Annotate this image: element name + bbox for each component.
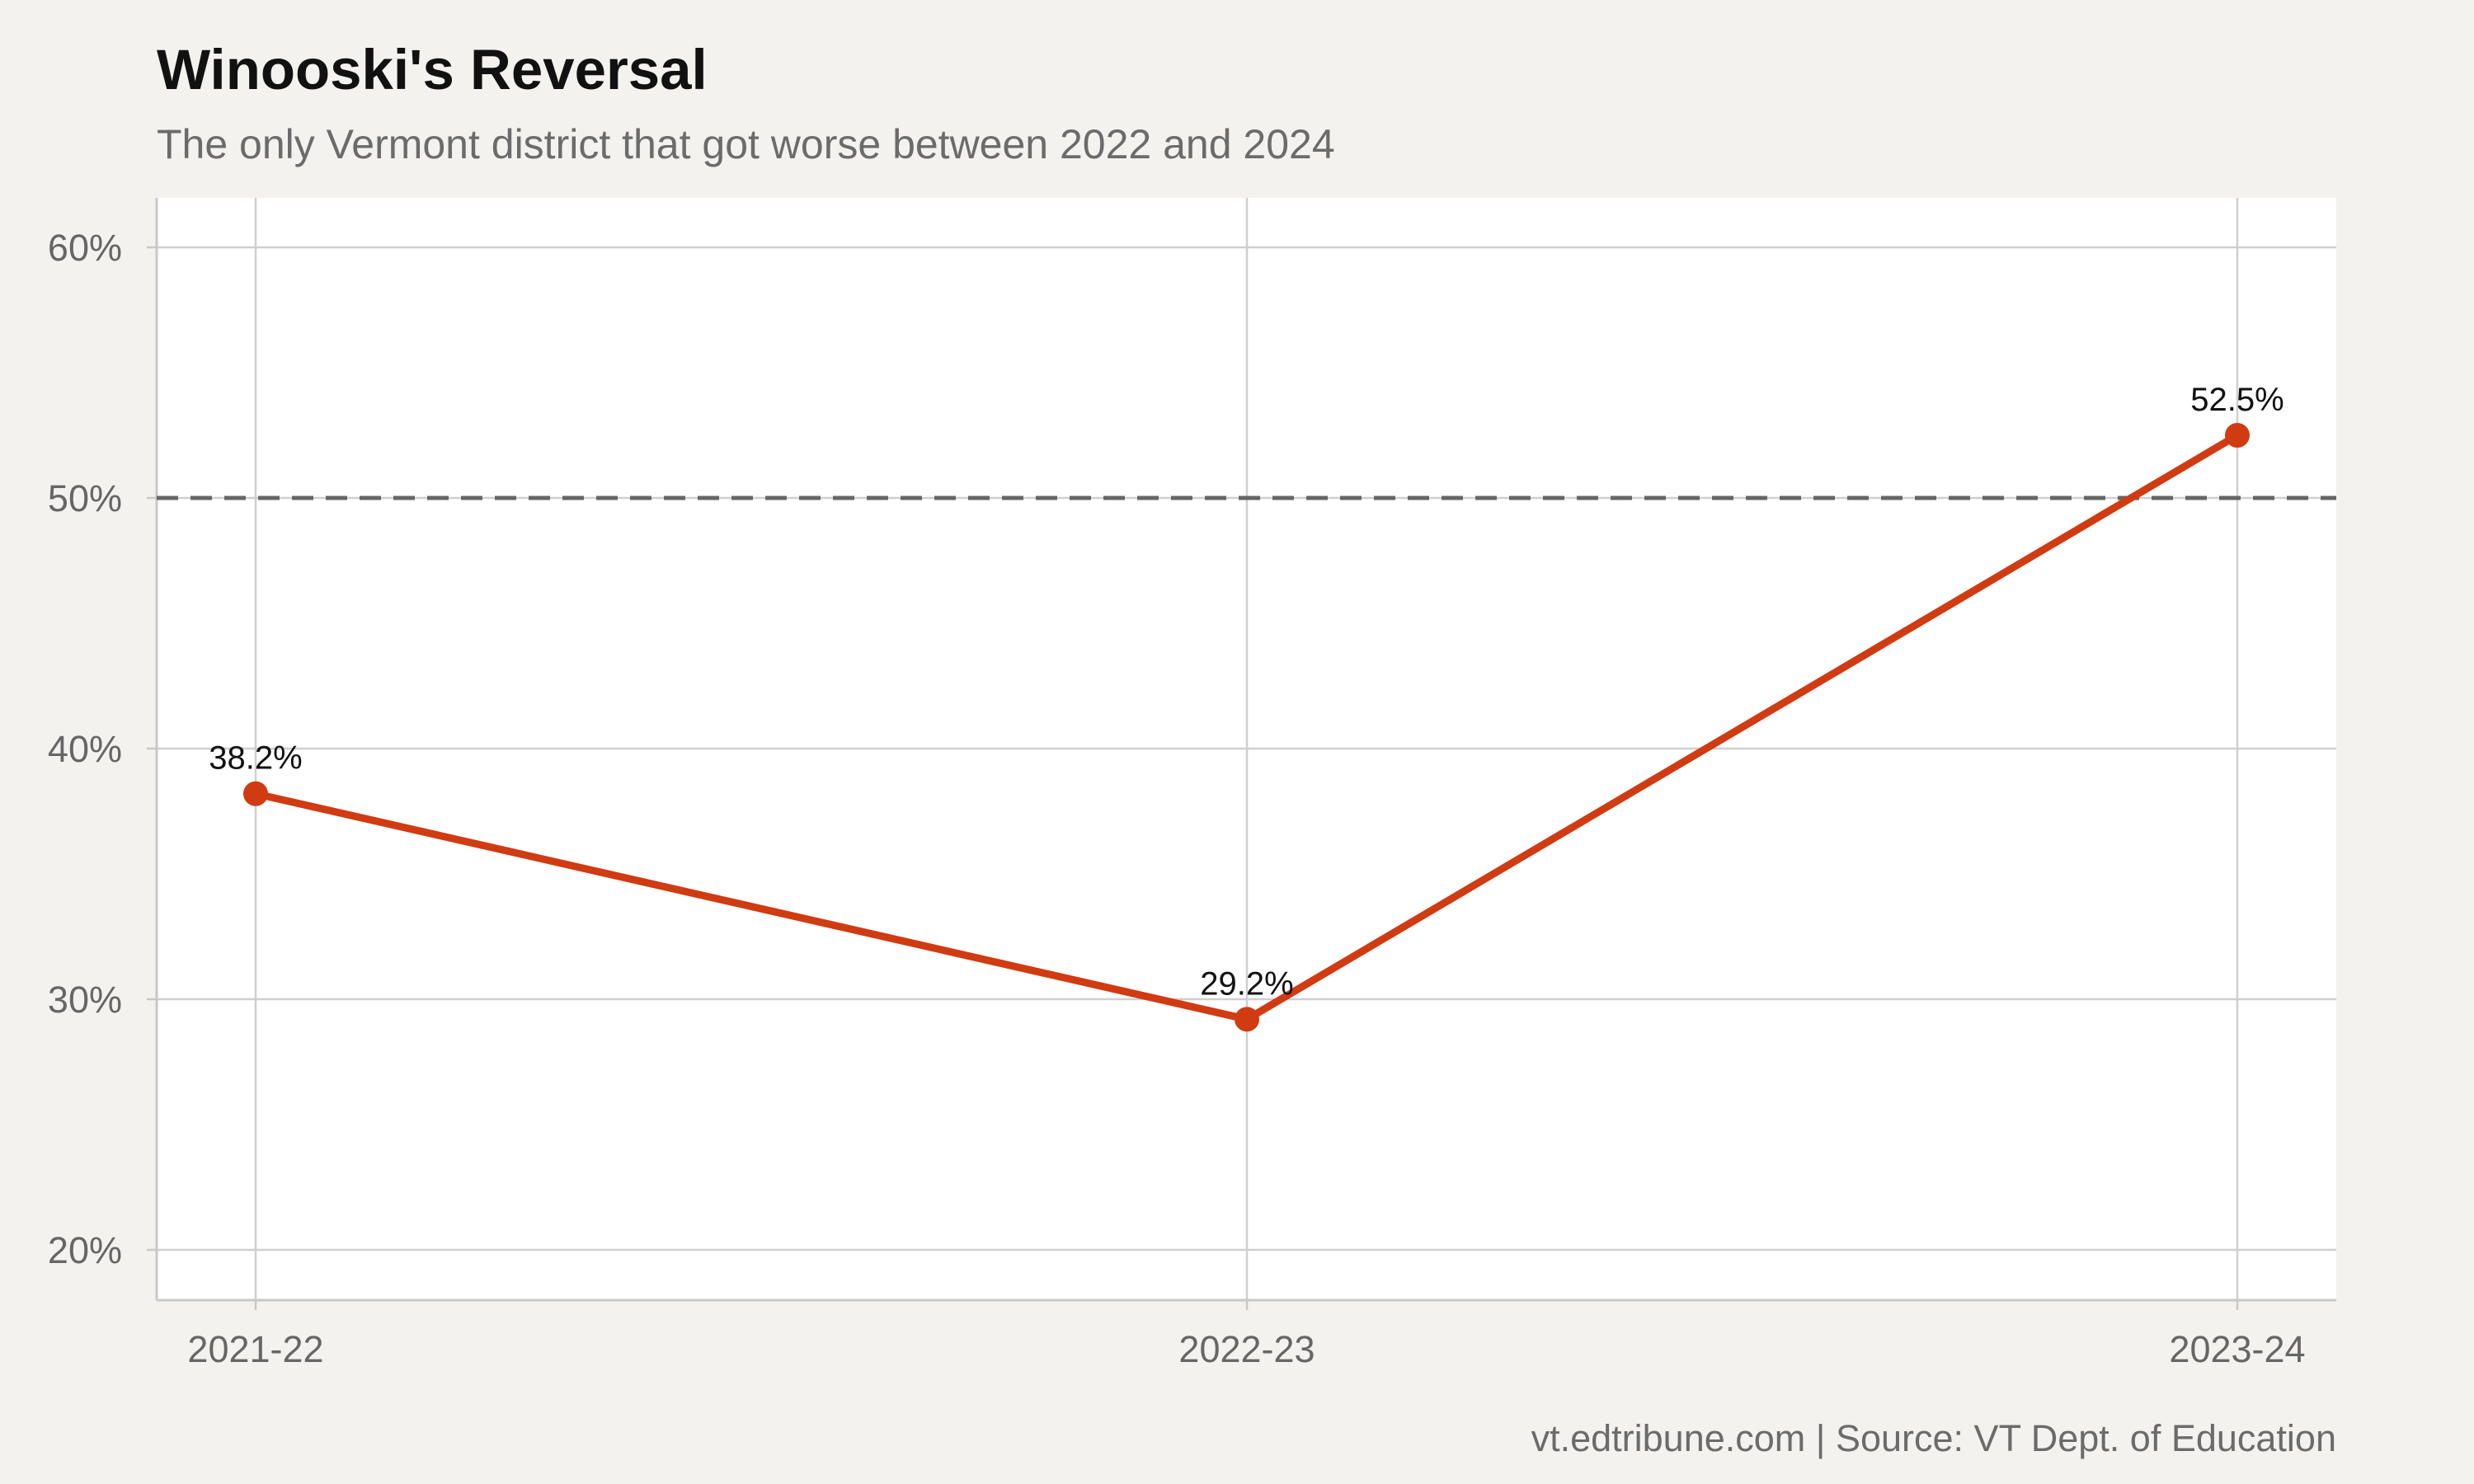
x-tick-label: 2023-24 [2169,1328,2305,1370]
y-tick-label: 50% [48,477,122,519]
chart-subtitle: The only Vermont district that got worse… [157,121,1335,167]
x-tick-label: 2021-22 [187,1328,323,1370]
y-tick-label: 40% [48,728,122,770]
y-tick-label: 30% [48,979,122,1021]
chart-title: Winooski's Reversal [157,38,708,101]
data-label: 52.5% [2190,382,2284,418]
data-point [2225,423,2250,448]
chart-caption: vt.edtribune.com | Source: VT Dept. of E… [1531,1417,2336,1459]
data-label: 38.2% [209,740,302,777]
y-tick-label: 20% [48,1229,122,1271]
series-layer [243,423,2250,1032]
data-point [243,781,268,806]
data-point [1235,1007,1259,1032]
data-label: 29.2% [1200,965,1293,1002]
x-tick-label: 2022-23 [1178,1328,1315,1370]
y-tick-label: 60% [48,227,122,269]
axis-layer [147,198,2336,1310]
label-layer: 20% 30% 40% 50% 60% 2021-22 2022-23 2023-24 38.2… [48,227,2306,1370]
